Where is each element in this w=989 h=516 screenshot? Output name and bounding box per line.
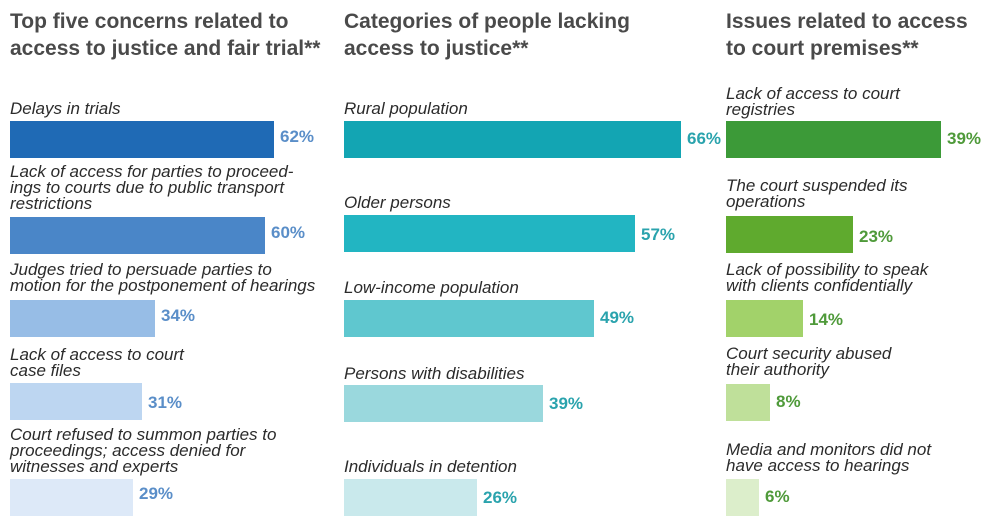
value-label: 39%: [549, 394, 584, 413]
bar: [726, 216, 853, 253]
people-chart-panel: Categories of people lacking access to j…: [344, 0, 722, 516]
bar: [726, 384, 770, 421]
value-label: 31%: [148, 393, 183, 412]
bar: [10, 217, 265, 254]
value-label: 49%: [600, 308, 635, 327]
category-label: Lack of possibility to speak with client…: [726, 260, 929, 295]
value-label: 62%: [280, 127, 315, 146]
value-label: 34%: [161, 306, 196, 325]
value-label: 66%: [687, 129, 722, 148]
bar: [344, 300, 594, 337]
bar: [726, 479, 759, 516]
bar: [10, 300, 155, 337]
value-label: 14%: [809, 310, 844, 329]
value-label: 8%: [776, 392, 801, 411]
category-label: Lack of access to court registries: [726, 84, 900, 119]
bar: [344, 479, 477, 516]
panel-title: Categories of people lacking access to j…: [344, 10, 630, 60]
category-label: Judges tried to persuade parties to moti…: [10, 260, 316, 295]
category-label: Lack of access to court case files: [10, 345, 184, 380]
bar: [344, 385, 543, 422]
value-label: 60%: [271, 223, 306, 242]
category-label: Low-income population: [344, 278, 519, 297]
court-premises-chart-panel: Issues related to access to court premis…: [726, 0, 989, 516]
bar: [10, 121, 274, 158]
bar: [10, 383, 142, 420]
category-label: Persons with disabilities: [344, 364, 525, 383]
value-label: 29%: [139, 484, 174, 503]
bar: [726, 121, 941, 158]
bar: [344, 215, 635, 252]
category-label: Media and monitors did not have access t…: [726, 440, 932, 475]
value-label: 23%: [859, 227, 894, 246]
category-label: Delays in trials: [10, 99, 121, 118]
bar: [10, 479, 133, 516]
category-label: Court refused to summon parties to proce…: [10, 425, 277, 476]
panel-title: Issues related to access to court premis…: [726, 10, 968, 60]
category-label: Older persons: [344, 193, 451, 212]
value-label: 39%: [947, 129, 982, 148]
bar: [344, 121, 681, 158]
category-label: Individuals in detention: [344, 457, 517, 476]
category-label: The court suspended its operations: [726, 176, 908, 211]
category-label: Court security abused their authority: [726, 344, 892, 379]
value-label: 6%: [765, 487, 790, 506]
panel-title: Top five concerns related to access to j…: [10, 10, 321, 60]
bar: [726, 300, 803, 337]
category-label: Rural population: [344, 99, 468, 118]
value-label: 57%: [641, 225, 676, 244]
category-label: Lack of access for parties to proceed-in…: [10, 162, 294, 213]
concerns-chart-panel: Top five concerns related to access to j…: [10, 0, 340, 516]
value-label: 26%: [483, 488, 518, 507]
